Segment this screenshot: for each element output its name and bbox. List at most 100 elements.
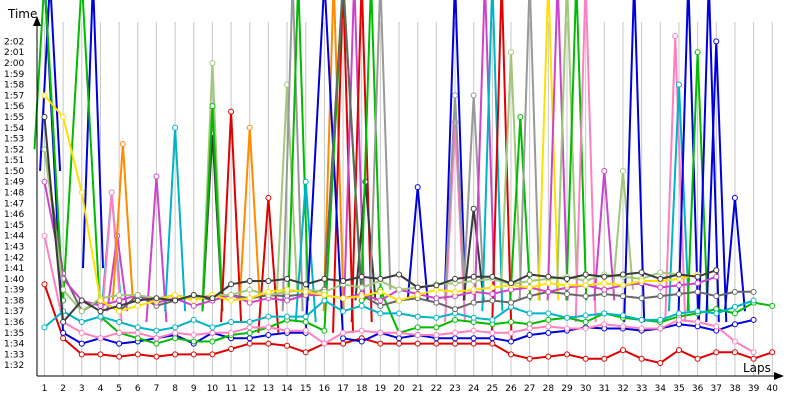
data-point: [228, 329, 235, 336]
data-point: [172, 351, 179, 358]
data-point: [246, 319, 253, 326]
data-point: [731, 338, 738, 345]
data-point: [657, 269, 664, 276]
data-point: [172, 297, 179, 304]
data-point: [526, 284, 533, 291]
data-point: [452, 316, 459, 323]
data-point: [470, 327, 477, 334]
data-point: [209, 324, 216, 331]
data-point: [769, 302, 776, 309]
data-point: [228, 281, 235, 288]
data-point: [433, 314, 440, 321]
data-point: [470, 92, 477, 99]
data-point: [153, 327, 160, 334]
data-point: [228, 292, 235, 299]
x-tick-label: 26: [505, 384, 517, 394]
x-tick-label: 40: [767, 384, 779, 394]
data-point: [302, 178, 309, 185]
y-tick-label: 1:37: [4, 307, 24, 317]
y-axis-arrow: [33, 16, 41, 26]
x-tick-label: 19: [375, 384, 387, 394]
data-point: [265, 278, 272, 285]
data-point: [452, 306, 459, 313]
data-point: [119, 140, 126, 147]
data-point: [396, 297, 403, 304]
x-tick-label: 10: [207, 384, 219, 394]
data-point: [246, 286, 253, 293]
x-tick-label: 28: [543, 384, 555, 394]
data-point: [302, 288, 309, 295]
data-point: [41, 113, 48, 120]
data-point: [526, 271, 533, 278]
x-tick-label: 38: [729, 384, 741, 394]
data-point: [769, 349, 776, 356]
data-point: [452, 288, 459, 295]
data-point: [228, 319, 235, 326]
data-point: [582, 312, 589, 319]
data-point: [489, 340, 496, 347]
data-point: [433, 295, 440, 302]
data-point: [470, 273, 477, 280]
data-point: [713, 310, 720, 317]
data-point: [190, 331, 197, 338]
data-point: [246, 295, 253, 302]
data-point: [228, 108, 235, 115]
data-point: [545, 329, 552, 336]
spike-line: [360, 0, 383, 301]
data-point: [731, 288, 738, 295]
data-point: [563, 325, 570, 332]
data-point: [489, 335, 496, 342]
data-point: [302, 327, 309, 334]
y-tick-label: 2:02: [4, 37, 24, 47]
x-axis-title: Laps: [743, 361, 771, 375]
data-point: [78, 308, 85, 315]
y-tick-label: 1:54: [4, 124, 24, 134]
data-point: [41, 281, 48, 288]
data-point: [246, 329, 253, 336]
x-tick-label: 20: [393, 384, 405, 394]
data-point: [265, 313, 272, 320]
data-point: [638, 325, 645, 332]
data-point: [582, 271, 589, 278]
data-point: [116, 319, 123, 326]
data-point: [414, 292, 421, 299]
x-tick-label: 35: [673, 384, 684, 394]
data-point: [713, 267, 720, 274]
data-point: [340, 308, 347, 315]
y-tick-label: 1:41: [4, 264, 24, 274]
y-tick-label: 1:50: [4, 167, 24, 177]
x-tick-label: 21: [412, 384, 423, 394]
y-tick-label: 1:32: [4, 361, 24, 371]
data-point: [675, 316, 682, 323]
data-point: [284, 275, 291, 282]
x-tick-label: 33: [636, 384, 647, 394]
data-point: [172, 292, 179, 299]
x-tick-label: 29: [561, 384, 573, 394]
data-point: [321, 292, 328, 299]
data-point: [517, 113, 524, 120]
data-point: [545, 280, 552, 287]
y-tick-label: 1:46: [4, 210, 24, 220]
data-point: [750, 316, 757, 323]
data-point: [396, 335, 403, 342]
data-point: [116, 302, 123, 309]
x-tick-label: 12: [244, 384, 255, 394]
data-point: [545, 273, 552, 280]
data-point: [526, 293, 533, 300]
data-point: [452, 335, 459, 342]
spike-line: [537, 0, 560, 301]
y-tick-label: 1:33: [4, 350, 24, 360]
data-point: [134, 297, 141, 304]
data-point: [470, 299, 477, 306]
spike-line: [555, 0, 578, 290]
x-tick-label: 30: [580, 384, 592, 394]
data-point: [116, 292, 123, 299]
data-point: [619, 282, 626, 289]
y-tick-label: 1:57: [4, 91, 24, 101]
data-point: [190, 338, 197, 345]
data-point: [508, 329, 515, 336]
data-point: [470, 314, 477, 321]
data-point: [489, 284, 496, 291]
data-point: [489, 297, 496, 304]
